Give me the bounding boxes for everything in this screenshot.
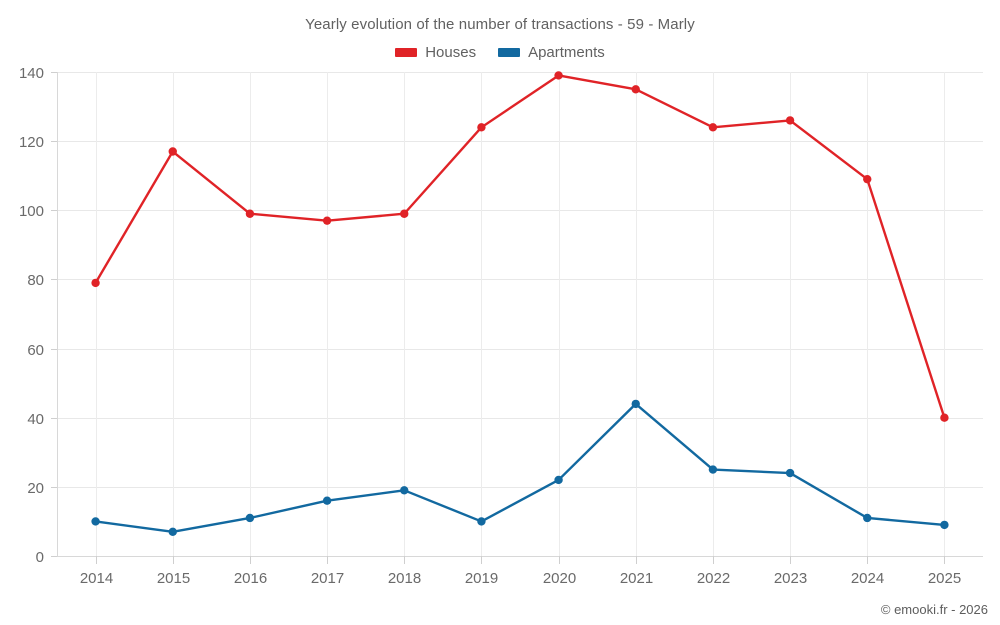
x-axis-tick-label: 2015 (157, 570, 190, 587)
x-axis-tick-label: 2017 (311, 570, 344, 587)
legend-item-houses[interactable]: Houses (395, 44, 476, 61)
x-axis-tick-label: 2018 (388, 570, 421, 587)
data-point[interactable]: 2025: 40 (940, 413, 949, 422)
series-line-houses (94, 74, 946, 419)
y-axis-tick-label: 80 (27, 272, 44, 289)
data-point[interactable]: 2023: 126 (785, 116, 795, 125)
series-apartments: 2014: 10 2015: 7 2016: 11 2017: 16 2018: 19 2… (91, 399, 949, 536)
data-point[interactable]: 2017: 97 (322, 216, 332, 225)
series-line-apartments (94, 402, 946, 533)
x-axis-tick-label: 2020 (543, 570, 576, 587)
data-point[interactable]: 2018: 19 (400, 486, 409, 495)
legend-label-apartments: Apartments (528, 44, 605, 61)
legend-item-apartments[interactable]: Apartments (498, 44, 605, 61)
y-axis-tick-label: 20 (27, 480, 44, 497)
x-axis-tick-label: 2022 (697, 570, 730, 587)
data-point[interactable]: 2017: 16 (322, 496, 332, 505)
data-point[interactable]: 2015: 7 (168, 527, 177, 536)
data-point[interactable]: 2019: 10 (477, 517, 486, 526)
data-point[interactable]: 2015: 117 (168, 147, 177, 156)
chart-title: Yearly evolution of the number of transa… (305, 16, 695, 33)
y-axis-tick-label: 40 (27, 411, 44, 428)
y-axis-tick-label: 0 (36, 549, 44, 566)
data-point[interactable]: 2016: 11 (245, 513, 255, 523)
legend-swatch-apartments (498, 48, 521, 57)
data-point[interactable]: 2021: 135 (631, 85, 640, 94)
data-point[interactable]: 2024: 109 (863, 174, 872, 184)
data-point[interactable]: 2020: 139 (554, 71, 563, 80)
y-axis-tick-label: 100 (19, 203, 44, 220)
y-axis-labels: 0 20 40 60 80 100 120 140 (19, 65, 44, 566)
data-point[interactable]: 2016: 99 (245, 209, 255, 218)
x-axis-tick-label: 2014 (80, 570, 113, 587)
x-axis-labels: 2014 2015 2016 2017 2018 2019 2020 2021 2022 2023… (80, 570, 961, 587)
y-axis-tick-label: 120 (19, 134, 44, 151)
data-point[interactable]: 2022: 124 (708, 123, 718, 132)
y-axis-tick-label: 60 (27, 342, 44, 359)
legend-label-houses: Houses (425, 44, 477, 61)
x-axis-tick-label: 2016 (234, 570, 267, 587)
legend-swatch-houses (395, 48, 418, 57)
series-layer: 2014: 10 2015: 7 2016: 11 2017: 16 2018: 19 2… (91, 71, 949, 536)
data-point[interactable]: 2018: 99 (400, 209, 409, 218)
data-point[interactable]: 2025: 9 (940, 520, 949, 530)
data-point[interactable]: 2022: 25 (708, 465, 718, 474)
data-point[interactable]: 2019: 124 (477, 123, 486, 132)
x-axis-tick-label: 2025 (928, 570, 961, 587)
grid-layer (51, 72, 983, 564)
x-axis-tick-label: 2021 (620, 570, 653, 587)
footer-credit: © emooki.fr - 2026 (880, 602, 988, 617)
data-point[interactable]: 2020: 22 (554, 475, 563, 485)
x-axis-tick-label: 2023 (774, 570, 807, 587)
x-axis-tick-label: 2019 (465, 570, 498, 587)
x-axis-tick-label: 2024 (851, 570, 884, 587)
series-houses: 2014: 79 2015: 117 2016: 99 2017: 97 2018: 9… (91, 71, 949, 422)
data-point[interactable]: 2014: 79 (91, 278, 100, 288)
data-point[interactable]: 2014: 10 (91, 517, 100, 526)
data-point[interactable]: 2021: 44 (631, 399, 640, 409)
data-point[interactable]: 2024: 11 (863, 513, 872, 523)
data-point[interactable]: 2023: 24 (785, 468, 795, 478)
y-axis-tick-label: 140 (19, 65, 44, 82)
chart-legend: Houses Apartments (0, 44, 1000, 61)
